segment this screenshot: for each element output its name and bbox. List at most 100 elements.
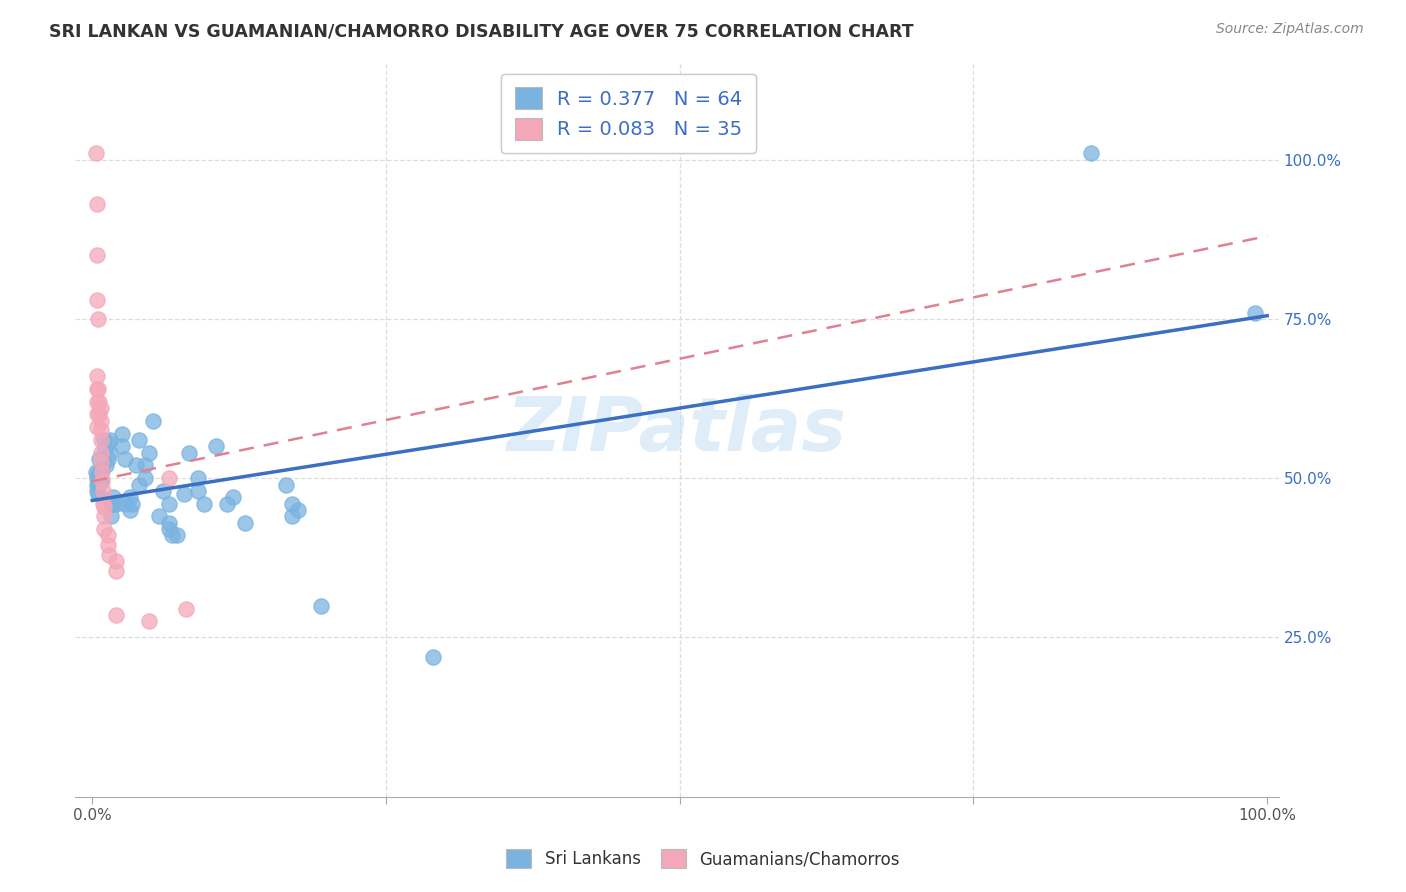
Point xyxy=(87,311,110,326)
Point xyxy=(86,408,108,422)
Point xyxy=(84,146,107,161)
Point xyxy=(114,452,136,467)
Point xyxy=(89,475,111,489)
Legend: Sri Lankans, Guamanians/Chamorros: Sri Lankans, Guamanians/Chamorros xyxy=(499,843,907,875)
Point xyxy=(118,490,141,504)
Point xyxy=(86,420,108,434)
Point xyxy=(1244,305,1267,319)
Point xyxy=(86,382,108,396)
Point xyxy=(160,528,183,542)
Point xyxy=(281,497,304,511)
Point xyxy=(89,465,111,479)
Point xyxy=(142,414,165,428)
Point xyxy=(187,483,209,498)
Point xyxy=(177,445,200,459)
Point xyxy=(87,382,110,396)
Point xyxy=(422,649,444,664)
Point xyxy=(104,554,127,568)
Point xyxy=(193,497,215,511)
Point xyxy=(217,497,239,511)
Point xyxy=(134,471,156,485)
Point xyxy=(84,465,107,479)
Point xyxy=(121,497,143,511)
Point xyxy=(138,445,160,459)
Point xyxy=(93,500,115,514)
Point xyxy=(174,601,197,615)
Point xyxy=(104,564,127,578)
Point xyxy=(97,528,120,542)
Point xyxy=(89,414,111,428)
Legend: R = 0.377   N = 64, R = 0.083   N = 35: R = 0.377 N = 64, R = 0.083 N = 35 xyxy=(501,74,756,153)
Point xyxy=(86,483,108,498)
Point xyxy=(86,394,108,409)
Point xyxy=(89,471,111,485)
Point xyxy=(98,433,121,447)
Point xyxy=(287,503,309,517)
Point xyxy=(93,522,115,536)
Point xyxy=(104,497,127,511)
Point xyxy=(90,465,112,479)
Point xyxy=(86,471,108,485)
Point xyxy=(103,490,125,504)
Point xyxy=(111,439,134,453)
Point xyxy=(104,608,127,623)
Point xyxy=(118,503,141,517)
Point xyxy=(222,490,245,504)
Point xyxy=(87,477,110,491)
Point xyxy=(204,439,226,453)
Point xyxy=(166,528,188,542)
Point xyxy=(233,516,256,530)
Point xyxy=(91,483,114,498)
Point xyxy=(86,293,108,307)
Text: ZIPatlas: ZIPatlas xyxy=(506,394,846,467)
Point xyxy=(87,475,110,489)
Point xyxy=(89,452,111,467)
Point xyxy=(89,423,111,437)
Point xyxy=(157,516,180,530)
Point xyxy=(89,394,111,409)
Point xyxy=(97,452,120,467)
Point xyxy=(187,471,209,485)
Point xyxy=(148,509,170,524)
Point xyxy=(157,497,180,511)
Point xyxy=(128,433,150,447)
Text: Source: ZipAtlas.com: Source: ZipAtlas.com xyxy=(1216,22,1364,37)
Point xyxy=(125,458,148,473)
Point xyxy=(86,197,108,211)
Point xyxy=(86,477,108,491)
Point xyxy=(281,509,304,524)
Point xyxy=(97,548,120,562)
Point xyxy=(98,445,121,459)
Point xyxy=(97,538,120,552)
Point xyxy=(89,401,111,415)
Point xyxy=(311,599,333,613)
Point xyxy=(1080,146,1102,161)
Point xyxy=(96,458,118,473)
Point xyxy=(90,461,112,475)
Point xyxy=(100,497,122,511)
Point xyxy=(114,497,136,511)
Point xyxy=(276,477,298,491)
Point xyxy=(89,445,111,459)
Point xyxy=(93,433,115,447)
Point xyxy=(103,497,125,511)
Point xyxy=(89,433,111,447)
Point xyxy=(91,452,114,467)
Point xyxy=(157,522,180,536)
Point xyxy=(87,467,110,482)
Point xyxy=(138,615,160,629)
Point xyxy=(134,458,156,473)
Point xyxy=(89,408,111,422)
Point xyxy=(128,477,150,491)
Point xyxy=(87,487,110,501)
Point xyxy=(97,436,120,450)
Point xyxy=(86,248,108,262)
Point xyxy=(93,509,115,524)
Point xyxy=(173,487,195,501)
Point xyxy=(100,509,122,524)
Point xyxy=(111,426,134,441)
Point xyxy=(152,483,174,498)
Point xyxy=(89,455,111,469)
Point xyxy=(86,369,108,384)
Point xyxy=(157,471,180,485)
